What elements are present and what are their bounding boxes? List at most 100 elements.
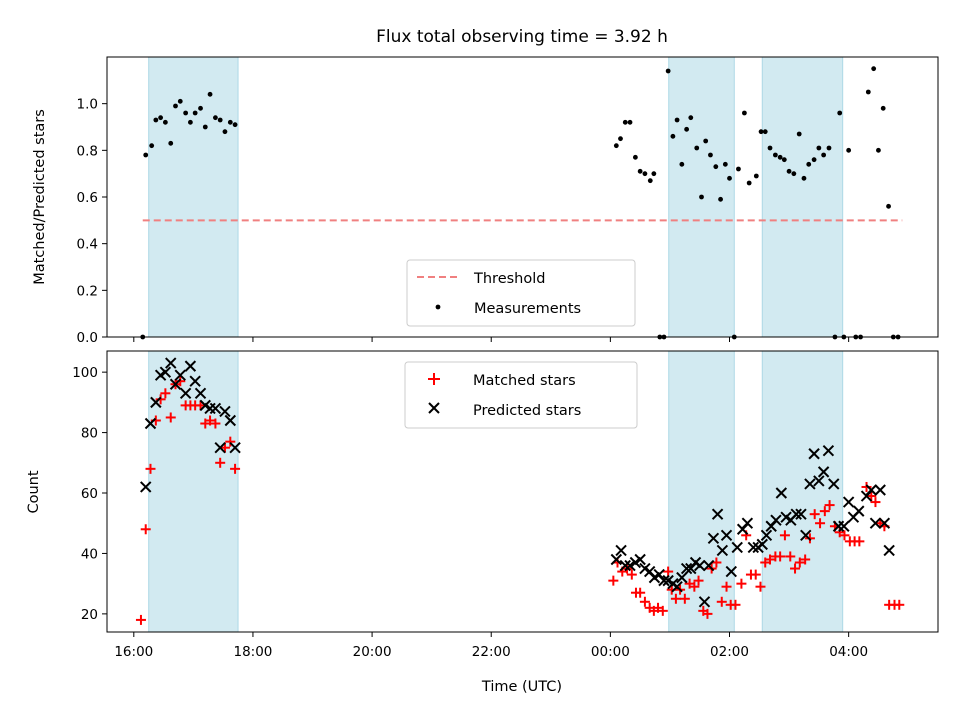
measurement-point — [837, 110, 843, 116]
predicted-stars-point — [731, 541, 743, 554]
measurement-point — [198, 105, 203, 111]
predicted-stars-point — [775, 487, 788, 499]
y-tick-label: 0.8 — [77, 143, 98, 159]
measurement-point — [758, 129, 764, 135]
predicted-stars-point — [610, 553, 623, 566]
x-tick-label: 00:00 — [591, 644, 630, 660]
ratio-panel-ylabel: Matched/Predicted stars — [32, 109, 48, 285]
measurement-point — [753, 173, 759, 179]
measurement-point — [627, 119, 633, 125]
legend-predicted-label: Predicted stars — [473, 403, 581, 419]
measurement-point — [781, 157, 787, 163]
matched-stars-point — [140, 524, 151, 535]
measurement-point — [153, 117, 159, 123]
matched-stars-point — [219, 442, 230, 453]
matched-stars-point — [800, 554, 811, 565]
predicted-stars-point — [869, 517, 882, 529]
predicted-stars-point — [694, 559, 706, 572]
legend-box — [404, 361, 638, 429]
predicted-stars-point — [813, 475, 825, 487]
matched-stars-point — [689, 581, 700, 592]
measurement-point — [762, 129, 768, 135]
predicted-stars-point — [229, 441, 241, 454]
matched-stars-point — [779, 530, 790, 541]
matched-stars-point — [215, 457, 226, 468]
predicted-stars-point — [165, 357, 177, 369]
matched-stars-point — [679, 593, 690, 604]
predicted-stars-point — [822, 445, 835, 457]
measurement-point — [846, 147, 852, 153]
matched-stars-point — [230, 463, 241, 474]
predicted-stars-point — [219, 405, 231, 418]
measurement-point — [741, 110, 747, 116]
predicted-stars-point — [174, 369, 186, 381]
y-tick-label: 60 — [81, 486, 98, 502]
measurement-point — [718, 196, 723, 202]
x-tick-label: 04:00 — [829, 644, 868, 660]
matched-stars-point — [135, 614, 146, 625]
measurement-point — [713, 164, 719, 170]
predicted-stars-point — [150, 396, 162, 409]
matched-stars-point — [608, 575, 619, 586]
matched-stars-point — [839, 530, 850, 541]
y-tick-label: 0.0 — [77, 330, 98, 346]
legend-measurements-label: Measurements — [474, 301, 581, 317]
measurement-point — [826, 145, 832, 151]
predicted-stars-point — [874, 484, 886, 496]
matched-stars-point — [210, 418, 221, 429]
y-tick-label: 0.6 — [77, 190, 98, 206]
predicted-stars-point — [842, 496, 855, 508]
measurement-point — [207, 91, 213, 97]
predicted-stars-point — [140, 481, 152, 493]
matched-stars-point — [730, 599, 741, 610]
predicted-stars-point — [756, 538, 768, 551]
matched-stars-point — [870, 497, 881, 508]
measurement-point — [192, 110, 198, 116]
matched-stars-point — [160, 388, 171, 399]
predicted-stars-point — [741, 517, 754, 529]
measurement-point — [746, 180, 752, 186]
predicted-stars-point — [671, 580, 683, 593]
observing-window — [761, 350, 844, 633]
measurement-point — [202, 124, 208, 130]
predicted-stars-point — [634, 553, 646, 566]
predicted-stars-point — [184, 360, 197, 372]
matched-stars-point — [716, 596, 727, 607]
measurement-point — [217, 117, 223, 123]
matched-stars-point — [815, 518, 826, 529]
measurement-point — [703, 138, 709, 144]
matched-stars-point — [861, 481, 872, 492]
y-tick-label: 0.4 — [77, 237, 98, 253]
measurement-point — [149, 143, 155, 149]
measurement-point — [777, 154, 783, 160]
measurement-point — [651, 171, 657, 177]
y-tick-label: 20 — [81, 607, 98, 623]
matched-stars-point — [657, 605, 668, 616]
x-tick-label: 18:00 — [233, 644, 272, 660]
measurement-point — [811, 157, 817, 163]
matched-stars-point — [819, 506, 830, 517]
legend-predicted-swatch — [428, 402, 440, 414]
measurement-point — [637, 168, 643, 174]
count-panel: 20 40 60 80 100 16:00 18:00 20:00 22:00 00:00 02:… — [26, 350, 939, 695]
measurement-point — [772, 152, 778, 158]
measurement-point — [876, 147, 881, 153]
matched-stars-point — [225, 436, 236, 447]
matched-stars-point — [750, 569, 761, 580]
predicted-stars-point — [817, 466, 830, 478]
predicted-stars-point — [770, 514, 782, 526]
predicted-stars-point — [838, 520, 850, 532]
measurement-point — [670, 133, 676, 139]
chart-title: Flux total observing time = 3.92 h — [376, 27, 668, 47]
matched-stars-point — [670, 593, 681, 604]
measurement-point — [674, 117, 680, 123]
predicted-stars-point — [808, 448, 820, 460]
predicted-stars-point — [224, 414, 237, 427]
measurement-point — [886, 203, 891, 209]
observing-window — [761, 56, 844, 338]
measurement-point — [679, 161, 685, 167]
legend-measurements-swatch — [435, 304, 441, 310]
measurement-point — [173, 103, 178, 109]
predicted-stars-point — [707, 532, 720, 545]
matched-stars-point — [775, 551, 786, 562]
